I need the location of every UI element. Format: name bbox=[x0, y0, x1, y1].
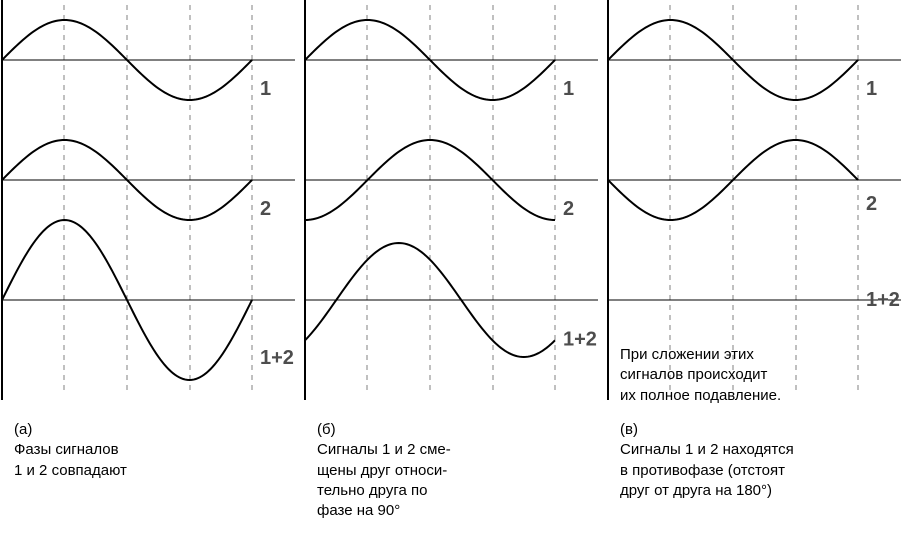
panel-b: 1 2 1+2 bbox=[305, 0, 598, 400]
panel-caption-text: Сигналы 1 и 2 находятся в противофазе (о… bbox=[620, 440, 794, 501]
figure-svg: 1 2 1+2 1 2 1+2 1 2 1+2 bbox=[0, 0, 911, 400]
wave-label-1: 1 bbox=[866, 78, 877, 100]
wave-label-2: 2 bbox=[866, 193, 877, 215]
panel-letter: (б) bbox=[317, 420, 451, 440]
panel-letter: (в) bbox=[620, 420, 794, 440]
wave-label-2: 2 bbox=[260, 198, 271, 220]
wave-interference-figure: 1 2 1+2 1 2 1+2 1 2 1+2 (а)Фазы сигналов 1 и 2 с… bbox=[0, 0, 911, 536]
panel-caption: (в)Сигналы 1 и 2 находятся в противофазе… bbox=[620, 420, 794, 501]
panel-caption: (а)Фазы сигналов 1 и 2 совпадают bbox=[14, 420, 127, 481]
panel-c: 1 2 1+2 bbox=[608, 0, 901, 400]
panel-note: При сложении этих сигналов происходит их… bbox=[620, 345, 781, 406]
wave-label-1+2: 1+2 bbox=[260, 347, 294, 369]
wave-label-1+2: 1+2 bbox=[866, 289, 900, 311]
panel-caption-text: Фазы сигналов 1 и 2 совпадают bbox=[14, 440, 127, 481]
wave-label-1: 1 bbox=[563, 78, 574, 100]
panel-caption: (б)Сигналы 1 и 2 сме- щены друг относи- … bbox=[317, 420, 451, 521]
panel-caption-text: Сигналы 1 и 2 сме- щены друг относи- тел… bbox=[317, 440, 451, 521]
panel-a: 1 2 1+2 bbox=[2, 0, 295, 400]
wave-label-2: 2 bbox=[563, 198, 574, 220]
wave-label-1: 1 bbox=[260, 78, 271, 100]
wave-label-1+2: 1+2 bbox=[563, 329, 597, 351]
panel-letter: (а) bbox=[14, 420, 127, 440]
